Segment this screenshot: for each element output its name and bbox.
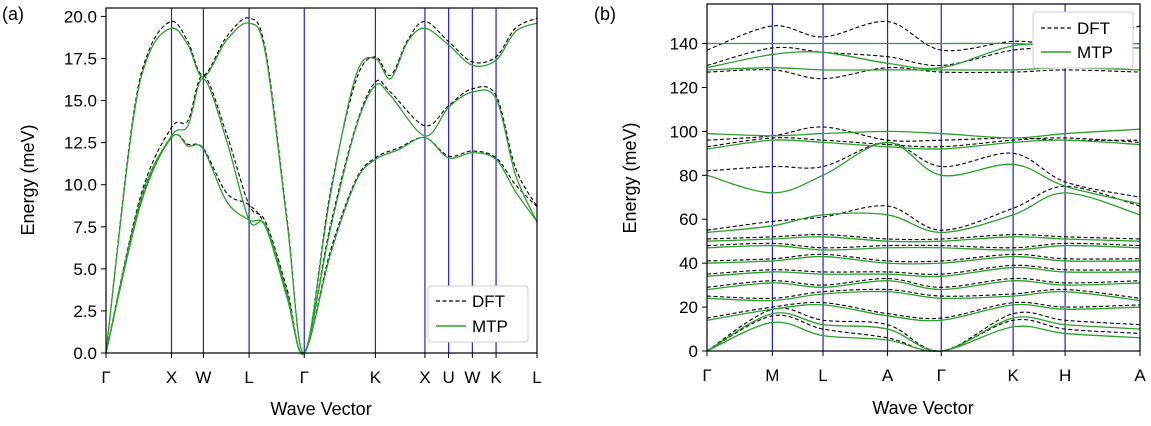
panel-b-xtick-label-2: L [818, 366, 827, 385]
panel-b-dft-band-5 [706, 264, 1141, 275]
panel-a-ytick-label-8: 20.0 [64, 7, 97, 26]
panel-b-ylabel: Energy (meV) [620, 122, 640, 233]
panel-b-ytick-label-0: 0 [689, 342, 698, 361]
panel-b-ytick-label-2: 40 [679, 254, 698, 273]
panel-b-dft-band-4 [706, 277, 1141, 288]
panel-b-vlines [771, 4, 1066, 351]
panel-b-mtp-band-9 [706, 192, 1141, 234]
panel-a-ytick-label-1: 2.5 [73, 302, 97, 321]
panel-b-mtp-band-4 [706, 280, 1141, 291]
panel-b-mtp-band-0 [706, 321, 1141, 352]
panel-b-mtp-band-6 [706, 255, 1141, 265]
panel-a-ytick-label-0: 0.0 [73, 344, 97, 363]
panel-b-dft-band-2 [706, 301, 1141, 320]
panel-a-xtick-label-7: U [443, 368, 455, 387]
panel-b-label: (b) [594, 4, 616, 24]
panel-a-xtick-label-9: K [490, 368, 502, 387]
panel-b-xtick-label-1: M [765, 366, 779, 385]
panel-b-xtick-label-0: Γ [702, 366, 711, 385]
panel-a-legend: DFT MTP [427, 285, 529, 343]
panel-a-legend-box [427, 285, 529, 343]
panel-b-dft-band-0 [706, 314, 1141, 352]
panel-b-mtp-band-3 [706, 290, 1141, 302]
panel-a-xtick-label-8: W [464, 368, 480, 387]
panel-b-xtick-label-5: K [1007, 366, 1019, 385]
panel-b-dft-band-1 [706, 307, 1141, 352]
panel-b-xtick-label-7: A [1134, 366, 1146, 385]
panel-b-dft-band-11 [706, 137, 1141, 148]
panel-b-mtp-band-8 [706, 236, 1141, 243]
panel-b-dft-band-13 [706, 66, 1141, 80]
panel-b-mtp-bands [706, 42, 1141, 352]
panel-b-dft-band-10 [706, 141, 1141, 198]
panel-b-ytick-label-5: 100 [670, 122, 698, 141]
panel-b-xtick-label-4: Γ [937, 366, 946, 385]
panel-b-ytick-label-7: 140 [670, 35, 698, 54]
panel-b-mtp-band-2 [706, 303, 1141, 322]
panel-a-ytick-label-6: 15.0 [64, 92, 97, 111]
panel-b-legend: DFT MTP [1032, 11, 1134, 69]
panel-b-ytick-label-6: 120 [670, 78, 698, 97]
panel-a-ytick-label-4: 10.0 [64, 176, 97, 195]
panel-b-axes-frame [706, 3, 1141, 352]
panel-a-y-ticks: 0.0 2.5 5.0 7.5 10.0 12.5 15.0 17.5 20.0 [64, 7, 106, 363]
panel-b-xtick-label-3: A [882, 366, 894, 385]
panel-a-ylabel: Energy (meV) [18, 124, 38, 235]
panel-a-legend-dft: DFT [472, 292, 505, 311]
panel-b-ytick-label-1: 20 [679, 298, 698, 317]
panel-b-xlabel: Wave Vector [872, 398, 973, 418]
panel-b: (b) 0 20 40 60 80 100 120 140 Γ M L A Γ K H A Wave Vec… [594, 3, 1146, 418]
panel-a-xtick-label-1: X [166, 368, 177, 387]
panel-b-mtp-band-12 [706, 128, 1141, 139]
panel-a-xtick-label-0: Γ [101, 368, 110, 387]
panel-a-xtick-label-6: X [419, 368, 430, 387]
panel-b-dft-band-9 [706, 185, 1141, 231]
panel-b-mtp-band-11 [706, 139, 1141, 150]
panel-a-vlines [170, 8, 497, 353]
panel-a-xtick-label-10: L [532, 368, 541, 387]
panel-a-legend-mtp: MTP [472, 317, 508, 336]
panel-b-mtp-band-10 [706, 141, 1141, 205]
panel-a-ytick-label-5: 12.5 [64, 134, 97, 153]
panel-b-y-ticks: 0 20 40 60 80 100 120 140 [670, 35, 707, 361]
panel-b-dft-band-8 [706, 234, 1141, 241]
panel-a-ytick-label-2: 5.0 [73, 260, 97, 279]
panel-b-mtp-band-7 [706, 244, 1141, 251]
panel-b-dft-band-3 [706, 288, 1141, 299]
panel-a-mtp-band-0 [105, 133, 538, 355]
panel-a-label: (a) [2, 4, 24, 24]
panel-a-axes-frame [105, 7, 538, 354]
panel-a-xlabel: Wave Vector [270, 399, 371, 419]
panel-a-xtick-label-2: W [195, 368, 211, 387]
panel-a-ytick-label-7: 17.5 [64, 49, 97, 68]
panel-a-xtick-label-3: L [244, 368, 253, 387]
panel-b-legend-dft: DFT [1077, 19, 1110, 38]
panel-b-legend-mtp: MTP [1077, 43, 1113, 62]
panel-a-xtick-label-4: Γ [300, 368, 309, 387]
panel-a-dft-band-2 [105, 17, 538, 354]
panel-b-xtick-label-6: H [1059, 366, 1071, 385]
panel-b-legend-box [1032, 11, 1134, 69]
panel-b-ytick-label-3: 60 [679, 210, 698, 229]
panel-a-ytick-label-3: 7.5 [73, 218, 97, 237]
panel-b-mtp-band-5 [706, 266, 1141, 278]
panel-b-mtp-band-1 [706, 312, 1141, 352]
panel-b-ytick-label-4: 80 [679, 166, 698, 185]
panel-b-dft-band-6 [706, 253, 1141, 263]
panel-b-dft-band-7 [706, 242, 1141, 249]
panel-a-xtick-label-5: K [370, 368, 382, 387]
